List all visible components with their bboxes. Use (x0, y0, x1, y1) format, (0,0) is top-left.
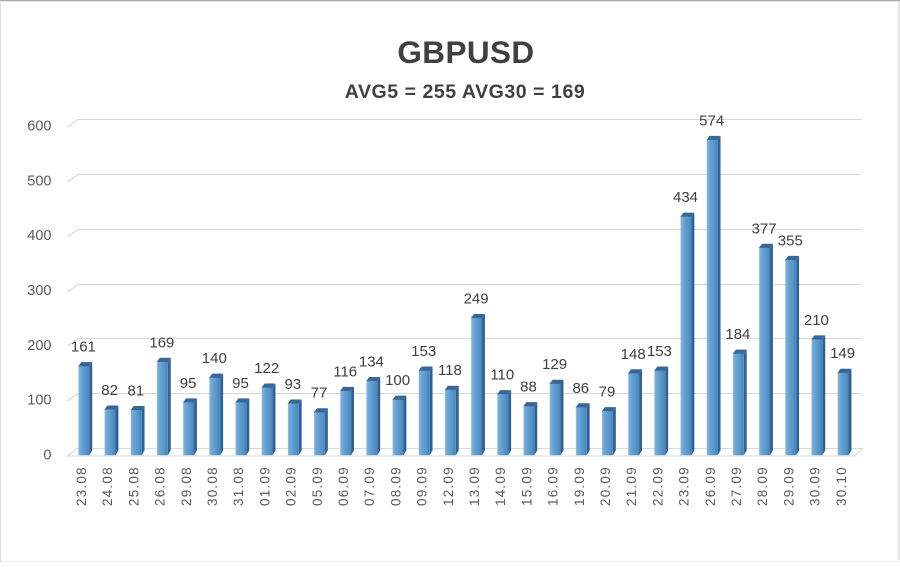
svg-text:28.09: 28.09 (755, 466, 770, 506)
svg-text:153: 153 (647, 343, 672, 360)
svg-text:27.09: 27.09 (729, 466, 744, 506)
svg-text:79: 79 (599, 384, 616, 401)
svg-text:434: 434 (673, 189, 698, 206)
svg-text:05.09: 05.09 (310, 466, 325, 506)
svg-text:77: 77 (311, 385, 328, 402)
svg-text:95: 95 (180, 375, 197, 392)
svg-text:19.09: 19.09 (572, 466, 587, 506)
svg-text:01.09: 01.09 (257, 466, 272, 506)
svg-text:GBPUSD: GBPUSD (397, 34, 534, 70)
svg-text:134: 134 (359, 354, 384, 371)
svg-text:249: 249 (464, 290, 489, 307)
svg-text:169: 169 (149, 334, 174, 351)
svg-text:148: 148 (621, 346, 646, 363)
svg-text:377: 377 (752, 220, 777, 237)
svg-text:81: 81 (127, 383, 144, 400)
svg-text:100: 100 (385, 372, 410, 389)
svg-text:122: 122 (254, 360, 279, 377)
svg-text:31.08: 31.08 (231, 466, 246, 506)
svg-text:161: 161 (71, 339, 96, 356)
svg-text:129: 129 (542, 356, 567, 373)
svg-text:13.09: 13.09 (467, 466, 482, 506)
svg-text:22.09: 22.09 (650, 466, 665, 506)
svg-text:210: 210 (804, 312, 829, 329)
svg-text:100: 100 (27, 393, 51, 409)
svg-text:574: 574 (699, 112, 724, 129)
svg-text:21.09: 21.09 (624, 466, 639, 506)
svg-text:12.09: 12.09 (441, 466, 456, 506)
svg-text:23.08: 23.08 (74, 466, 89, 506)
svg-text:08.09: 08.09 (388, 466, 403, 506)
svg-text:30.10: 30.10 (834, 466, 849, 506)
svg-text:116: 116 (333, 363, 357, 380)
svg-text:26.09: 26.09 (703, 466, 718, 506)
svg-text:06.09: 06.09 (336, 466, 351, 506)
svg-text:30.08: 30.08 (205, 466, 220, 506)
svg-text:300: 300 (27, 283, 51, 299)
svg-text:14.09: 14.09 (493, 466, 508, 506)
svg-text:20.09: 20.09 (598, 466, 613, 506)
svg-text:09.09: 09.09 (415, 466, 430, 506)
svg-text:AVG5 = 255 AVG30 = 169: AVG5 = 255 AVG30 = 169 (345, 81, 585, 103)
svg-text:29.08: 29.08 (179, 466, 194, 506)
svg-text:500: 500 (27, 173, 51, 189)
svg-text:153: 153 (411, 343, 436, 360)
svg-text:82: 82 (101, 382, 118, 399)
svg-text:118: 118 (438, 362, 462, 379)
svg-text:24.08: 24.08 (100, 466, 115, 506)
svg-text:88: 88 (520, 379, 537, 396)
svg-text:600: 600 (27, 119, 51, 135)
svg-text:02.09: 02.09 (284, 466, 299, 506)
svg-text:0: 0 (43, 447, 51, 463)
svg-text:400: 400 (27, 228, 51, 244)
svg-text:07.09: 07.09 (362, 466, 377, 506)
svg-text:23.09: 23.09 (677, 466, 692, 506)
svg-text:184: 184 (725, 326, 750, 343)
svg-text:26.08: 26.08 (153, 466, 168, 506)
svg-text:93: 93 (284, 376, 301, 393)
svg-text:30.09: 30.09 (808, 466, 823, 506)
svg-text:86: 86 (572, 380, 589, 397)
svg-text:110: 110 (490, 367, 514, 384)
svg-text:149: 149 (830, 345, 855, 362)
svg-text:25.08: 25.08 (126, 466, 141, 506)
svg-text:95: 95 (232, 375, 249, 392)
svg-text:29.09: 29.09 (781, 466, 796, 506)
svg-text:355: 355 (778, 232, 803, 249)
svg-text:16.09: 16.09 (546, 466, 561, 506)
svg-text:15.09: 15.09 (519, 466, 534, 506)
svg-text:140: 140 (202, 350, 227, 367)
svg-text:200: 200 (27, 338, 51, 354)
